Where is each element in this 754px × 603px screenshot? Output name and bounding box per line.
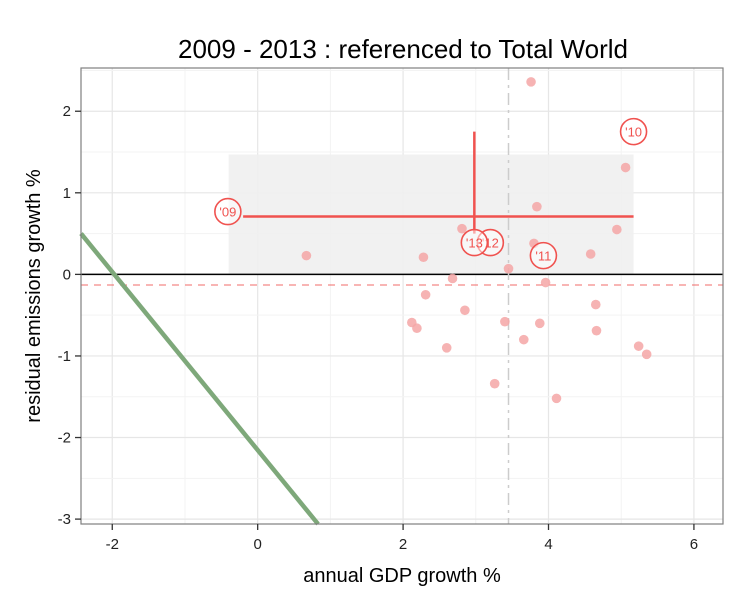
plot-panel: '09'10'11'12'13 <box>79 67 724 526</box>
year-label: '09 <box>219 205 236 220</box>
year-label: '11 <box>535 249 551 264</box>
data-point <box>418 252 429 263</box>
year-label-marker: '11 <box>529 241 558 270</box>
year-label-marker: '09 <box>214 197 242 226</box>
data-point <box>633 341 644 351</box>
shaded-range <box>228 154 634 275</box>
data-point <box>590 299 601 310</box>
data-points <box>301 77 652 404</box>
panel-background <box>81 68 723 524</box>
data-point <box>526 77 536 87</box>
x-axis: -2 0 2 4 6 <box>106 524 698 553</box>
year-circle <box>460 228 489 257</box>
data-point <box>641 349 652 360</box>
trend-line <box>79 232 320 526</box>
data-point <box>301 250 312 261</box>
year-circle <box>529 241 558 270</box>
data-point <box>500 316 510 327</box>
x-tick-label: -2 <box>106 536 119 553</box>
year-label: '10 <box>625 125 642 140</box>
year-label: '13 <box>466 236 483 251</box>
data-point <box>489 378 500 389</box>
y-axis: -3 -2 -1 0 1 2 <box>58 103 81 528</box>
x-axis-label: annual GDP growth % <box>303 565 501 587</box>
data-point <box>460 305 470 316</box>
data-point <box>620 162 631 173</box>
data-point <box>412 323 422 334</box>
x-tick-label: 6 <box>690 536 698 553</box>
data-point <box>420 289 431 300</box>
y-tick-label: 2 <box>63 103 71 120</box>
y-tick-label: -3 <box>58 511 71 528</box>
data-point <box>591 325 602 336</box>
year-label-marker: '13 <box>460 228 489 257</box>
year-circle <box>214 197 242 226</box>
chart-title: 2009 - 2013 : referenced to Total World <box>178 34 628 64</box>
x-tick-label: 0 <box>254 536 262 553</box>
y-tick-label: 0 <box>63 266 71 283</box>
gridlines <box>81 68 723 524</box>
panel-border <box>80 67 724 525</box>
data-point <box>503 263 514 274</box>
data-point <box>551 393 562 404</box>
data-point <box>612 224 622 235</box>
y-axis-label: residual emissions growth % <box>23 169 45 423</box>
data-point <box>457 223 467 234</box>
data-point <box>447 273 458 284</box>
year-circle <box>619 117 648 146</box>
y-tick-label: -2 <box>58 430 71 447</box>
data-point <box>532 201 542 212</box>
year-labels: '09'10'11'12'13 <box>214 117 648 270</box>
x-tick-label: 4 <box>544 536 552 553</box>
data-point <box>441 342 452 353</box>
data-point <box>585 249 596 259</box>
y-tick-label: 1 <box>63 185 71 202</box>
data-point <box>540 277 551 288</box>
y-tick-label: -1 <box>58 348 71 365</box>
year-label-marker: '10 <box>619 117 648 146</box>
x-tick-label: 2 <box>399 536 407 553</box>
data-point <box>518 334 529 345</box>
data-point <box>534 318 545 329</box>
